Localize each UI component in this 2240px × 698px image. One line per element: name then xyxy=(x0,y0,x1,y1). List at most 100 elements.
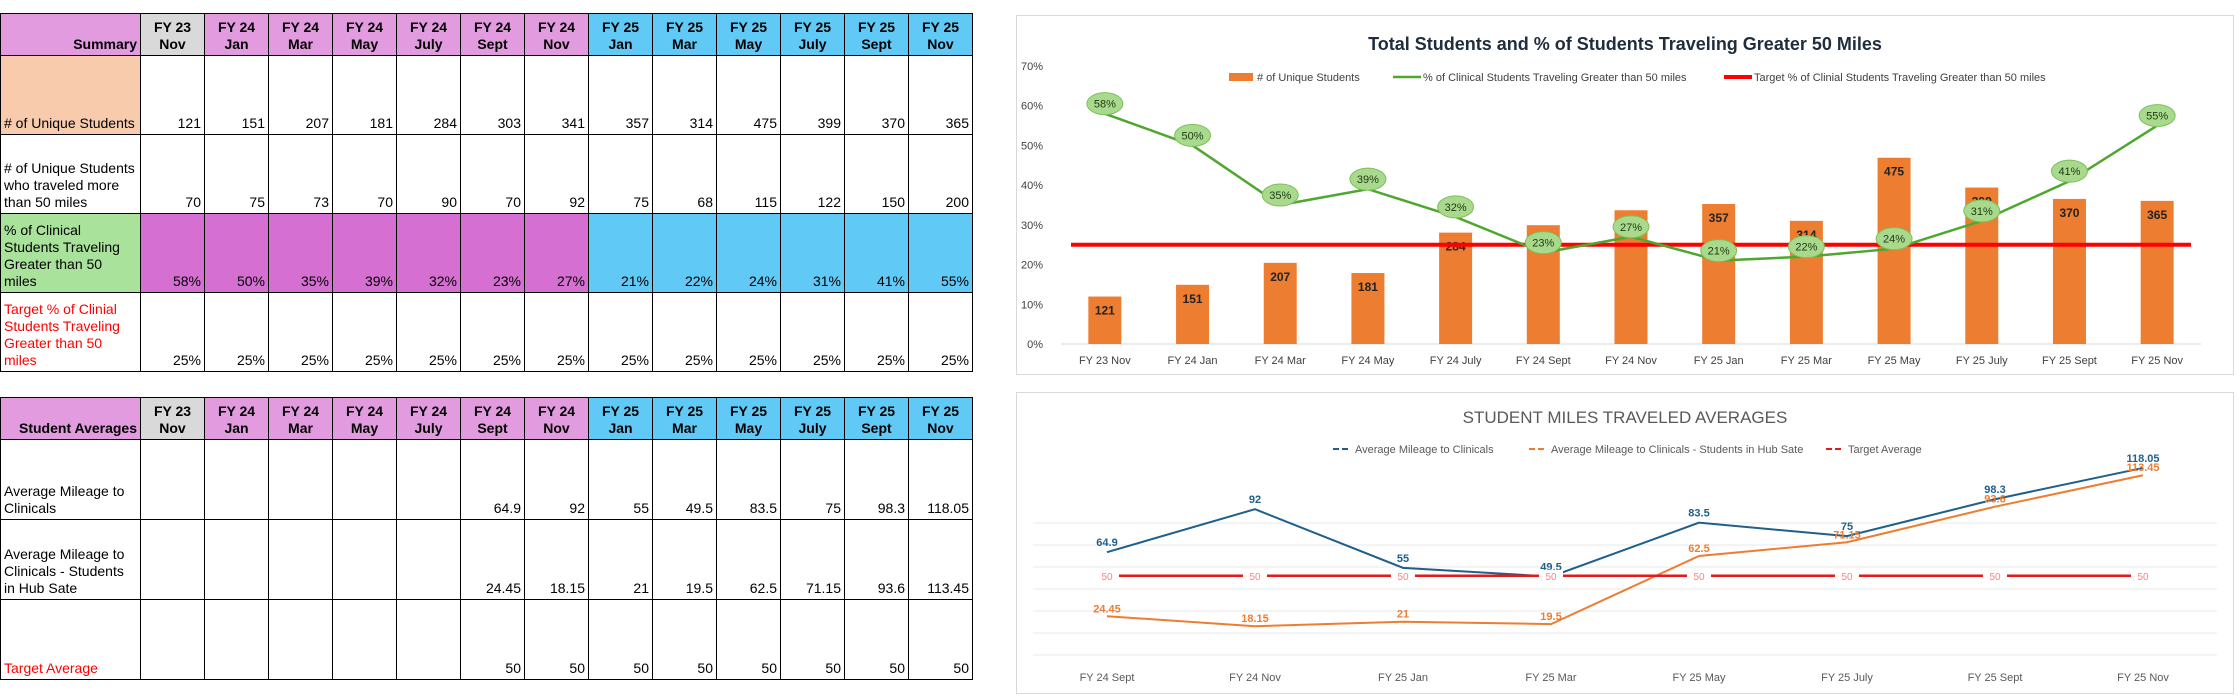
table-cell: 93.6 xyxy=(844,519,909,600)
row-label: Average Mileage to Clinicals xyxy=(0,439,141,520)
row-label: Target % of Clinial Students Traveling G… xyxy=(0,292,141,372)
table-cell: 21% xyxy=(588,213,653,293)
table-cell: 23% xyxy=(460,213,525,293)
column-header-year: FY 25 xyxy=(601,403,640,419)
table-cell: 64.9 xyxy=(460,439,525,520)
table-cell: 50 xyxy=(780,599,845,680)
column-header-year: FY 24 xyxy=(281,19,320,35)
column-header-month: Sept xyxy=(477,36,508,52)
x-tick-label: FY 25 Sept xyxy=(2042,355,2097,367)
x-tick-label: FY 24 May xyxy=(1341,355,1394,367)
column-header-month: July xyxy=(798,36,827,52)
column-header: FY 25 May xyxy=(716,13,781,56)
table-cell: 24.45 xyxy=(460,519,525,600)
table-cell: 75 xyxy=(204,134,269,214)
label-background xyxy=(1243,569,1267,582)
y-tick-label: 0% xyxy=(1027,339,1043,351)
table-cell: 25% xyxy=(460,292,525,372)
bar-value-label: 475 xyxy=(1884,165,1904,179)
header-row: Summary FY 23 Nov FY 24 Jan FY 24 Mar FY 24 May F… xyxy=(0,13,973,56)
legend-label: % of Clinical Students Traveling Greater… xyxy=(1423,72,1687,84)
table-cell: 151 xyxy=(204,55,269,135)
column-header-month: Jan xyxy=(608,420,633,436)
table-cell: 314 xyxy=(652,55,717,135)
data-label: 50 xyxy=(1249,572,1261,583)
row-label: Target Average xyxy=(0,599,141,680)
column-header: FY 25 Nov xyxy=(908,13,973,56)
x-tick-label: FY 24 Jan xyxy=(1168,355,1218,367)
column-header-year: FY 24 xyxy=(473,403,512,419)
table-row: % of Clinical Students Traveling Greater… xyxy=(0,213,973,293)
table-row: Target Average 50 50 50 50 50 50 50 50 xyxy=(0,599,973,680)
column-header: FY 25 Sept xyxy=(844,13,909,56)
table-cell: 55 xyxy=(588,439,653,520)
column-header: FY 24 Sept xyxy=(460,13,525,56)
column-header-month: July xyxy=(798,420,827,436)
table-cell: 21 xyxy=(588,519,653,600)
table-cell: 25% xyxy=(844,292,909,372)
table-cell xyxy=(204,519,269,600)
pct-value-label: 21% xyxy=(1708,246,1730,258)
column-header-year: FY 23 xyxy=(153,19,192,35)
table-cell: 50 xyxy=(460,599,525,680)
table-cell: 41% xyxy=(844,213,909,293)
column-header-year: FY 25 xyxy=(729,403,768,419)
table-cell: 75 xyxy=(588,134,653,214)
table-cell: 49.5 xyxy=(652,439,717,520)
bar xyxy=(1439,232,1473,344)
column-header-month: Nov xyxy=(159,420,186,436)
data-label: 50 xyxy=(1545,572,1557,583)
data-label: 50 xyxy=(1397,572,1409,583)
data-label: 19.5 xyxy=(1540,611,1561,623)
pct-value-label: 27% xyxy=(1620,222,1642,234)
legend-label: Average Mileage to Clinicals - Students … xyxy=(1551,444,1803,456)
data-label: 93.6 xyxy=(1984,494,2005,506)
table-cell: 25% xyxy=(268,292,333,372)
data-label: 83.5 xyxy=(1688,508,1709,520)
x-tick-label: FY 24 Sept xyxy=(1516,355,1571,367)
label-background xyxy=(1095,569,1119,582)
table-cell xyxy=(332,439,397,520)
column-header-year: FY 23 xyxy=(153,403,192,419)
bar-value-label: 357 xyxy=(1709,211,1729,225)
column-header: FY 24 Mar xyxy=(268,397,333,440)
column-header-year: FY 25 xyxy=(921,19,960,35)
column-header-month: Nov xyxy=(543,420,570,436)
table-cell: 22% xyxy=(652,213,717,293)
table-cell: 18.15 xyxy=(524,519,589,600)
table-cell: 25% xyxy=(524,292,589,372)
column-header: FY 25 Jan xyxy=(588,13,653,56)
y-tick-label: 30% xyxy=(1021,220,1043,232)
pct-label-bubble xyxy=(1086,92,1124,116)
column-header: FY 25 July xyxy=(780,397,845,440)
table-cell: 73 xyxy=(268,134,333,214)
column-header: FY 24 Nov xyxy=(524,13,589,56)
column-header: FY 25 Sept xyxy=(844,397,909,440)
column-header: FY 25 Mar xyxy=(652,397,717,440)
column-header-year: FY 24 xyxy=(537,403,576,419)
pct-value-label: 39% xyxy=(1357,174,1379,186)
bar-value-label: 207 xyxy=(1270,270,1290,284)
table-cell: 58% xyxy=(140,213,205,293)
pct-label-bubble xyxy=(2050,159,2088,183)
label-background xyxy=(1687,569,1711,582)
table-cell: 50 xyxy=(716,599,781,680)
column-header-month: Nov xyxy=(927,36,954,52)
table-cell: 50 xyxy=(588,599,653,680)
table-cell: 70 xyxy=(460,134,525,214)
column-header-month: Mar xyxy=(672,420,697,436)
legend-swatch xyxy=(1229,73,1253,81)
pct-value-label: 35% xyxy=(1269,190,1291,202)
miles-chart-panel: STUDENT MILES TRAVELED AVERAGES Average M… xyxy=(1016,392,2234,694)
column-header-year: FY 25 xyxy=(857,403,896,419)
label-background xyxy=(2131,569,2155,582)
table-cell: 113.45 xyxy=(908,519,973,600)
column-header: FY 24 Mar xyxy=(268,13,333,56)
table-cell xyxy=(140,519,205,600)
data-label: 50 xyxy=(1989,572,2001,583)
row-label: # of Unique Students who traveled more t… xyxy=(0,134,141,214)
x-tick-label: FY 25 July xyxy=(1821,672,1873,684)
column-header: FY 24 July xyxy=(396,397,461,440)
data-label: 50 xyxy=(1101,572,1113,583)
pct-value-label: 31% xyxy=(1971,206,1993,218)
